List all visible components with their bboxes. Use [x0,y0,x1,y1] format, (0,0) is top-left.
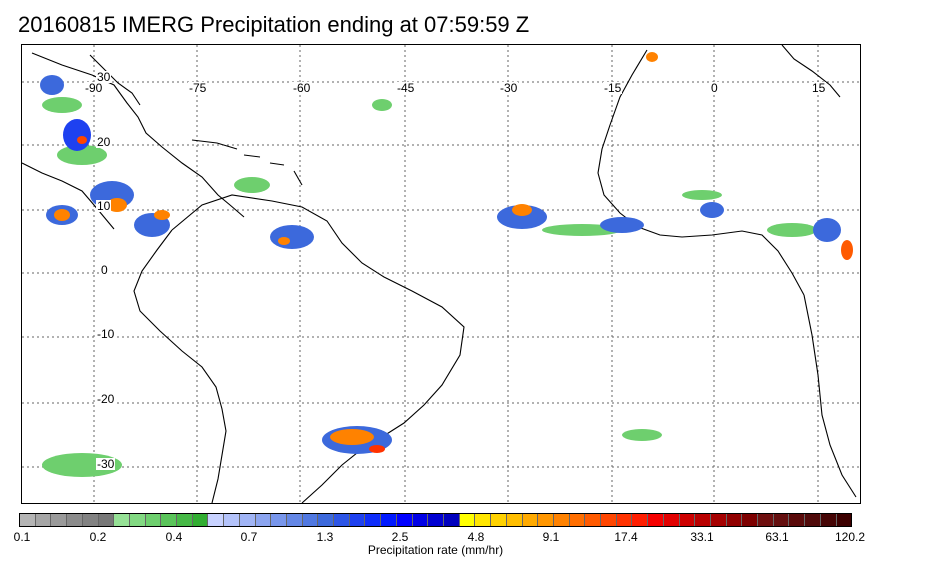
colorbar-tick: 0.2 [89,530,107,544]
map-canvas [22,45,860,503]
colorbar-tick: 17.4 [614,530,638,544]
colorbar-swatch [67,514,83,526]
colorbar-title: Precipitation rate (mm/hr) [367,543,504,557]
precipitation-cells [40,52,853,477]
colorbar-swatch [412,514,429,526]
colorbar-swatch [192,514,209,526]
colorbar-swatch [695,514,711,526]
colorbar [19,513,852,527]
colorbar-swatch [710,514,727,526]
colorbar-swatch [302,514,319,526]
colorbar-swatch [506,514,523,526]
colorbar-swatch [475,514,492,526]
colorbar-tick: 0.4 [165,530,183,544]
lon-label: 15 [811,81,827,95]
colorbar-tick: 120.2 [834,530,866,544]
colorbar-swatch [632,514,649,526]
colorbar-swatch [616,514,633,526]
colorbar-tick: 63.1 [765,530,789,544]
lat-label: 20 [96,135,112,149]
lon-label: -75 [188,81,208,95]
colorbar-swatch [286,514,303,526]
colorbar-tick: 4.8 [467,530,485,544]
lat-label: -10 [96,327,116,341]
colorbar-swatch [805,514,821,526]
colorbar-swatch [459,514,476,526]
colorbar-swatch [396,514,413,526]
colorbar-swatch [601,514,617,526]
colorbar-swatch [381,514,397,526]
lon-label: -60 [292,81,312,95]
colorbar-swatch [51,514,68,526]
colorbar-swatch [726,514,743,526]
colorbar-swatch [679,514,696,526]
colorbar-tick: 1.3 [316,530,334,544]
colorbar-swatch [742,514,759,526]
graticule [22,45,860,503]
colorbar-swatch [428,514,444,526]
colorbar-swatch [758,514,774,526]
colorbar-swatch [208,514,225,526]
colorbar-swatch [239,514,256,526]
colorbar-swatch [820,514,837,526]
colorbar-swatch [129,514,146,526]
colorbar-swatch [82,514,99,526]
lon-label: -90 [84,81,104,95]
colorbar-tick: 0.1 [13,530,31,544]
colorbar-swatch [773,514,790,526]
lat-label: -30 [96,457,116,471]
colorbar-tick: 0.7 [240,530,258,544]
colorbar-swatch [663,514,680,526]
colorbar-swatch [538,514,554,526]
colorbar-swatch [836,514,852,526]
colorbar-swatch [98,514,115,526]
colorbar-swatch [271,514,287,526]
colorbar-swatch [177,514,193,526]
colorbar-tick: 9.1 [542,530,560,544]
precipitation-map: -90 -75 -60 -45 -30 -15 0 15 30 20 10 0 … [21,44,861,504]
lon-label: -30 [499,81,519,95]
colorbar-swatch [255,514,272,526]
colorbar-swatch [553,514,570,526]
colorbar-swatch [318,514,335,526]
colorbar-swatch [491,514,507,526]
colorbar-swatch [161,514,178,526]
coastlines [22,45,857,503]
colorbar-tick: 2.5 [391,530,409,544]
colorbar-swatch [365,514,382,526]
lat-label: -20 [96,392,116,406]
lat-label: 10 [96,199,112,213]
colorbar-swatch [569,514,586,526]
map-title: 20160815 IMERG Precipitation ending at 0… [18,12,530,37]
colorbar-swatch [20,514,36,526]
colorbar-swatch [114,514,130,526]
lon-label: 0 [710,81,719,95]
colorbar-swatch [349,514,366,526]
lat-label: 0 [100,263,109,277]
lon-label: -45 [396,81,416,95]
colorbar-swatch [648,514,664,526]
colorbar-tick: 33.1 [690,530,714,544]
lat-label: 30 [96,70,112,84]
colorbar-swatch [145,514,162,526]
colorbar-swatch [334,514,350,526]
colorbar-swatch [443,514,460,526]
colorbar-swatch [224,514,240,526]
colorbar-swatch [35,514,52,526]
colorbar-swatch [585,514,602,526]
colorbar-swatch [789,514,806,526]
colorbar-swatch [522,514,539,526]
lon-label: -15 [603,81,623,95]
